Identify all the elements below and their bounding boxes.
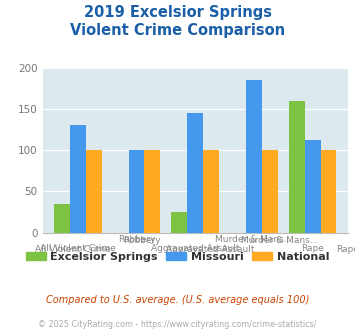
Text: Aggravated Assault: Aggravated Assault <box>166 245 255 254</box>
Text: Compared to U.S. average. (U.S. average equals 100): Compared to U.S. average. (U.S. average … <box>46 295 309 305</box>
Bar <box>171 212 187 233</box>
Bar <box>129 150 144 233</box>
Text: All Violent Crime: All Violent Crime <box>35 245 111 254</box>
Text: 2019 Excelsior Springs: 2019 Excelsior Springs <box>83 5 272 20</box>
Text: Robbery: Robbery <box>118 235 155 244</box>
Bar <box>262 150 278 233</box>
Text: Aggravated Assault: Aggravated Assault <box>151 244 240 253</box>
Text: All Violent Crime: All Violent Crime <box>40 244 116 253</box>
Bar <box>289 101 305 233</box>
Bar <box>321 150 337 233</box>
Text: © 2025 CityRating.com - https://www.cityrating.com/crime-statistics/: © 2025 CityRating.com - https://www.city… <box>38 320 317 329</box>
Bar <box>86 150 102 233</box>
Bar <box>203 150 219 233</box>
Text: Murder & Mans...: Murder & Mans... <box>241 236 318 245</box>
Bar <box>187 113 203 233</box>
Text: Violent Crime Comparison: Violent Crime Comparison <box>70 23 285 38</box>
Text: Murder & Mans...: Murder & Mans... <box>215 235 293 244</box>
Bar <box>246 80 262 233</box>
Text: Rape: Rape <box>337 245 355 254</box>
Bar <box>305 140 321 233</box>
Legend: Excelsior Springs, Missouri, National: Excelsior Springs, Missouri, National <box>21 248 334 267</box>
Bar <box>54 204 70 233</box>
Text: Rape: Rape <box>301 244 324 253</box>
Text: Robbery: Robbery <box>123 236 160 245</box>
Bar <box>144 150 160 233</box>
Bar <box>70 125 86 233</box>
